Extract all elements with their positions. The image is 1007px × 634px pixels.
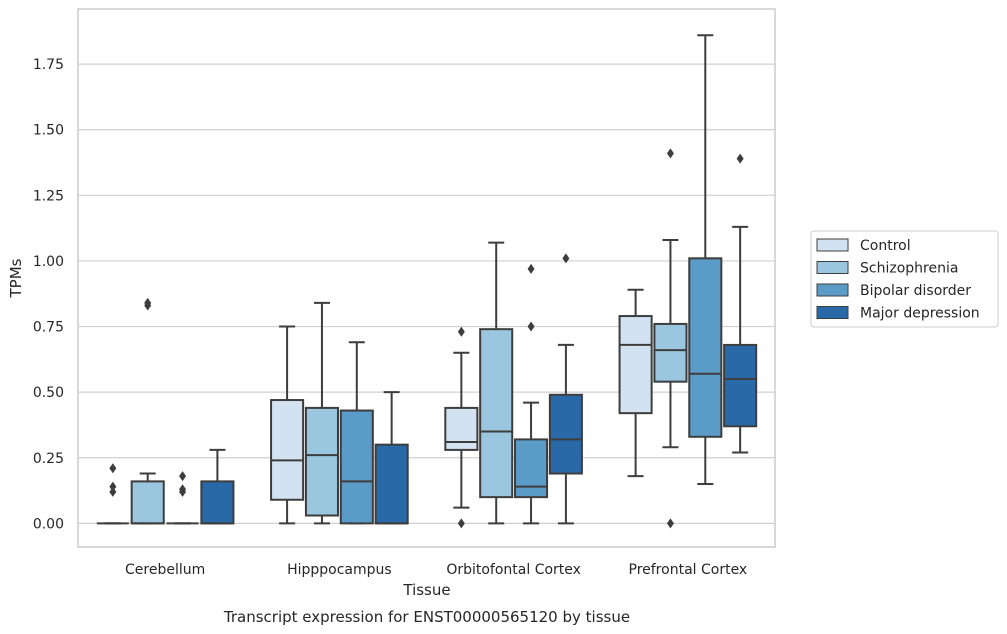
box-2-3 [688, 34, 723, 486]
series-0 [96, 288, 653, 529]
box-body [479, 328, 514, 499]
outlier-0 [666, 148, 674, 159]
box-1-0 [130, 297, 165, 525]
box-2-0 [166, 471, 199, 525]
box-body [444, 406, 479, 451]
series-1 [130, 148, 688, 529]
legend: Control Schizophrenia Bipolar disorder Majo… [810, 230, 999, 328]
outlier-2 [179, 486, 187, 497]
box-body [374, 443, 409, 525]
box-body [723, 343, 758, 428]
outlier-0 [179, 471, 187, 482]
legend-swatch-3 [816, 306, 849, 319]
x-tick-label-1: Hipppocampus [287, 562, 392, 578]
outlier-1 [457, 518, 465, 529]
box-1-2 [479, 241, 514, 525]
box-0-1 [270, 325, 305, 525]
legend-frame [810, 230, 999, 328]
gridlines [78, 63, 775, 524]
box-body [618, 315, 653, 415]
outlier-0 [457, 326, 465, 337]
x-axis-label: Tissue [402, 581, 450, 599]
legend-label-0: Control [860, 238, 911, 254]
box-2-1 [339, 341, 374, 525]
box-body [304, 406, 339, 517]
box-0-2 [444, 326, 479, 529]
y-tick-label-6: 1.50 [33, 123, 64, 139]
box-3-3 [723, 153, 758, 454]
legend-swatch-1 [816, 261, 849, 274]
box-plot-series [96, 34, 758, 529]
outlier-1 [109, 481, 117, 492]
legend-swatch-0 [816, 238, 849, 252]
y-tick-label-5: 1.25 [33, 188, 64, 204]
box-body [200, 480, 235, 525]
outlier-1 [144, 297, 152, 308]
box-3-2 [548, 253, 583, 525]
y-tick-label-2: 0.50 [33, 385, 64, 401]
outlier-1 [666, 518, 674, 529]
box-3-0 [200, 448, 235, 525]
box-body [548, 393, 583, 475]
y-tick-label-4: 1.00 [33, 254, 64, 270]
box-3-1 [374, 391, 409, 525]
box-body [688, 257, 723, 438]
y-tick-label-3: 0.75 [33, 320, 64, 336]
outlier-0 [527, 263, 535, 274]
legend-label-2: Bipolar disorder [860, 283, 971, 299]
series-3 [200, 153, 758, 525]
y-tick-label-7: 1.75 [33, 57, 64, 73]
series-2 [166, 34, 723, 525]
y-axis-label: TPMs [7, 258, 25, 298]
outlier-0 [562, 253, 570, 264]
figure-caption: Transcript expression for ENST0000056512… [223, 608, 630, 626]
outlier-2 [109, 486, 117, 497]
x-tick-label-3: Prefrontal Cortex [629, 562, 748, 578]
outlier-0 [736, 153, 744, 164]
legend-label-1: Schizophrenia [860, 261, 958, 277]
box-2-2 [514, 263, 549, 525]
x-tick-label-2: Orbitofontal Cortex [446, 562, 581, 578]
outlier-0 [109, 463, 117, 474]
y-tick-labels: 0.00 0.25 0.50 0.75 1.00 1.25 1.50 1.75 [33, 57, 64, 532]
box-body [270, 399, 305, 501]
outlier-1 [527, 321, 535, 332]
legend-label-3: Major depression [860, 306, 980, 322]
y-tick-label-0: 0.00 [33, 516, 64, 532]
legend-swatch-2 [816, 283, 849, 297]
x-tick-label-0: Cerebellum [125, 562, 205, 578]
box-0-0 [96, 463, 129, 525]
box-body [653, 322, 688, 383]
box-body [339, 409, 374, 525]
box-1-1 [304, 301, 339, 525]
box-body [130, 480, 165, 525]
plot-frame [77, 8, 776, 548]
box-body [514, 438, 549, 499]
box-1-3 [653, 148, 688, 529]
x-tick-labels: Cerebellum Hipppocampus Orbitofontal Corte… [125, 562, 747, 578]
box-0-3 [618, 288, 653, 478]
y-tick-label-1: 0.25 [33, 451, 64, 467]
